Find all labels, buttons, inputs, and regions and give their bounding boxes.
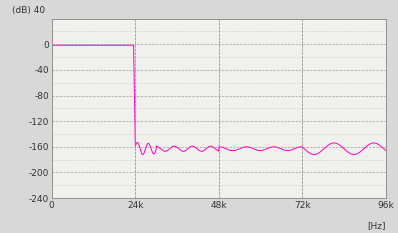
Text: [Hz]: [Hz] bbox=[368, 221, 386, 230]
Text: (dB) 40: (dB) 40 bbox=[12, 6, 45, 15]
